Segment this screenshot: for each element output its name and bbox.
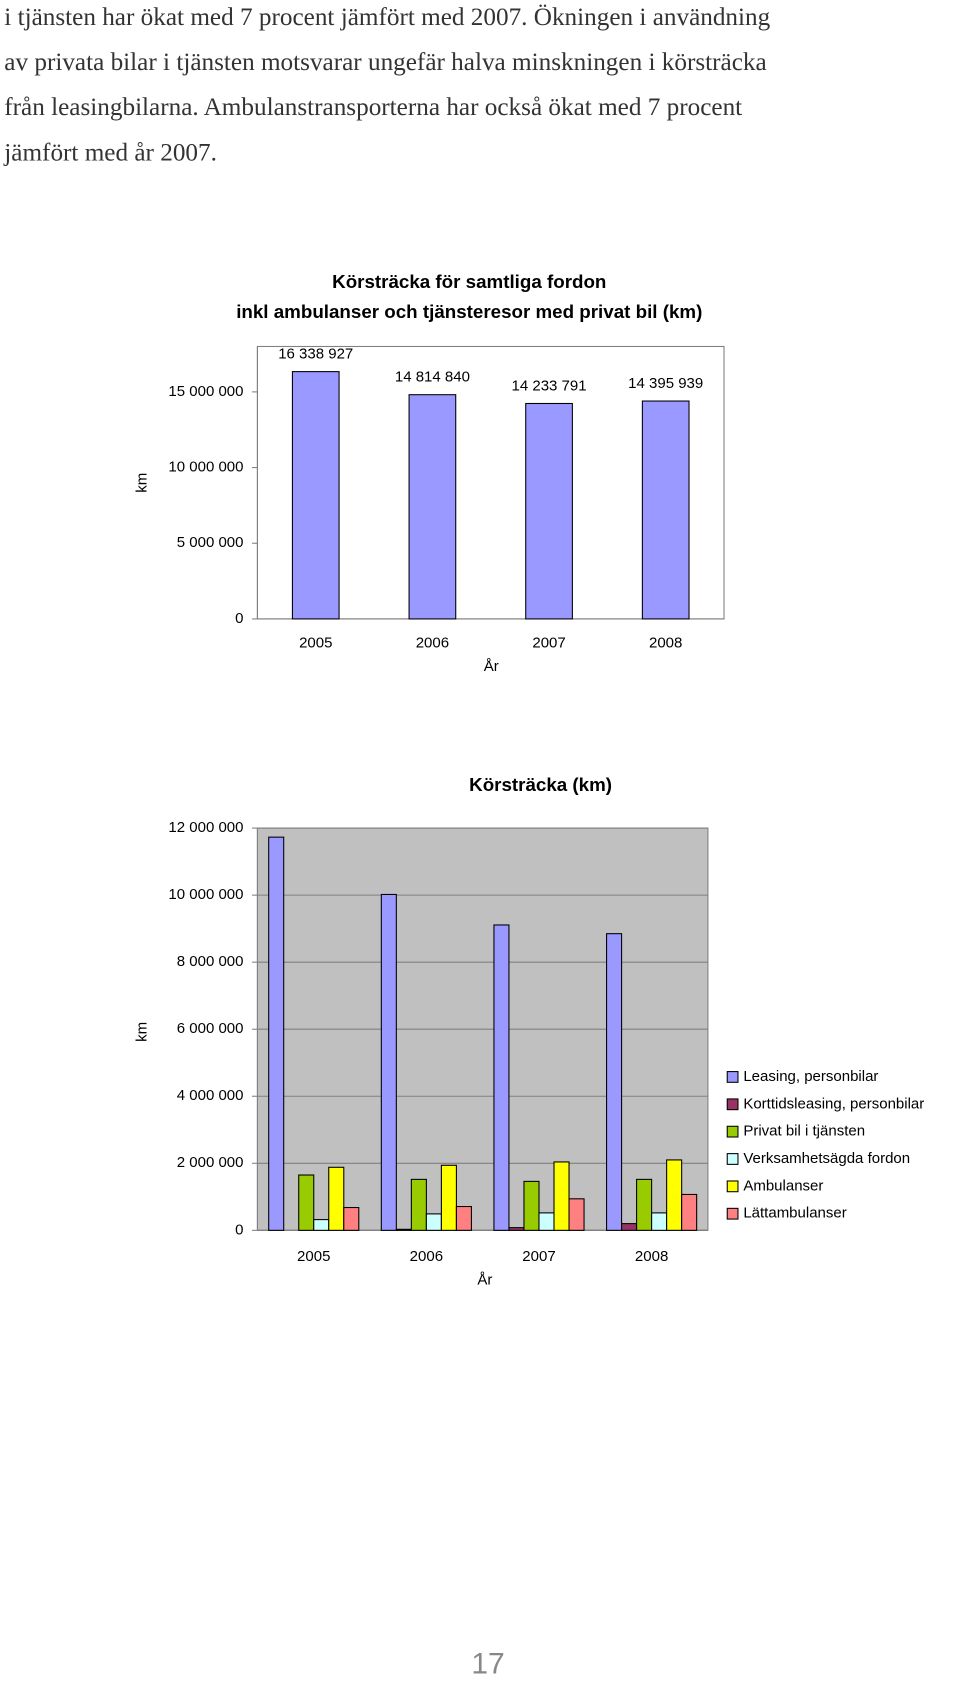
y-tick-label: 2 000 000 <box>177 1154 244 1171</box>
y-tick-label: 8 000 000 <box>177 953 244 970</box>
paragraph-line: jämfört med år 2007. <box>3 139 217 166</box>
y-tick-label: 4 000 000 <box>177 1087 244 1104</box>
data-label: 14 395 939 <box>628 375 703 392</box>
x-tick-label: 2007 <box>532 635 565 652</box>
bar <box>606 933 623 1231</box>
bar <box>328 1166 345 1231</box>
x-tick-label: 2006 <box>416 635 449 652</box>
bar <box>343 1206 360 1231</box>
y-tick-label: 10 000 000 <box>168 459 243 476</box>
bar <box>395 1228 412 1231</box>
y-tick-label: 15 000 000 <box>168 383 243 400</box>
legend-label: Ambulanser <box>743 1177 823 1194</box>
y-tick-label: 5 000 000 <box>177 534 244 551</box>
bar <box>641 400 690 620</box>
bar <box>651 1212 668 1231</box>
bar <box>493 924 510 1231</box>
bar <box>313 1219 330 1231</box>
bar <box>268 836 285 1231</box>
bar <box>568 1198 585 1231</box>
legend-label: Privat bil i tjänsten <box>743 1123 865 1140</box>
bar <box>298 1174 315 1231</box>
legend-swatch <box>726 1180 739 1193</box>
y-tick-label: 0 <box>235 610 243 627</box>
legend-swatch <box>726 1071 739 1083</box>
legend-label: Leasing, personbilar <box>743 1068 878 1085</box>
bar <box>291 371 340 620</box>
paragraph-line: i tjänsten har ökat med 7 procent jämför… <box>4 4 770 31</box>
legend-label: Korttidsleasing, personbilar <box>743 1095 924 1112</box>
y-axis-label: km <box>134 473 151 493</box>
bar <box>681 1193 698 1231</box>
bar <box>553 1161 570 1231</box>
y-tick-label: 10 000 000 <box>168 886 243 903</box>
bar <box>636 1178 653 1231</box>
legend-swatch <box>726 1098 739 1111</box>
bar <box>621 1223 638 1231</box>
bar <box>410 1178 427 1231</box>
x-axis-label: År <box>477 1272 492 1289</box>
x-tick-label: 2006 <box>410 1248 443 1265</box>
x-tick-label: 2008 <box>649 635 682 652</box>
bar <box>425 1213 442 1231</box>
bar <box>666 1159 683 1231</box>
legend-label: Verksamhetsägda fordon <box>743 1150 910 1167</box>
bar <box>538 1212 555 1231</box>
paragraph-line: från leasingbilarna. Ambulanstransporter… <box>4 94 742 121</box>
page-number: 17 <box>471 1648 504 1681</box>
chart-title: Körsträcka för samtliga fordon <box>332 271 606 292</box>
x-tick-label: 2008 <box>635 1248 668 1265</box>
bar <box>380 893 397 1231</box>
legend-swatch <box>726 1153 739 1165</box>
bar <box>455 1205 472 1231</box>
chart-title: Körsträcka (km) <box>469 774 612 795</box>
legend-label: Lättambulanser <box>743 1205 846 1222</box>
data-label: 16 338 927 <box>278 345 353 362</box>
y-tick-label: 0 <box>235 1221 243 1238</box>
bar <box>523 1180 540 1231</box>
y-tick-label: 12 000 000 <box>168 819 243 836</box>
x-tick-label: 2005 <box>297 1248 330 1265</box>
bar <box>408 394 457 620</box>
data-label: 14 233 791 <box>512 377 587 394</box>
y-axis-label: km <box>134 1022 151 1042</box>
data-label: 14 814 840 <box>395 369 470 386</box>
x-axis-label: År <box>484 658 499 675</box>
y-tick-label: 6 000 000 <box>177 1020 244 1037</box>
chart-title: inkl ambulanser och tjänsteresor med pri… <box>236 301 702 322</box>
bar <box>508 1227 525 1231</box>
bar <box>525 402 573 620</box>
paragraph-line: av privata bilar i tjänsten motsvarar un… <box>4 49 766 76</box>
x-tick-label: 2007 <box>522 1248 555 1265</box>
legend-swatch <box>726 1125 739 1138</box>
legend-swatch <box>726 1207 739 1220</box>
bar <box>440 1164 457 1231</box>
x-tick-label: 2005 <box>299 635 332 652</box>
